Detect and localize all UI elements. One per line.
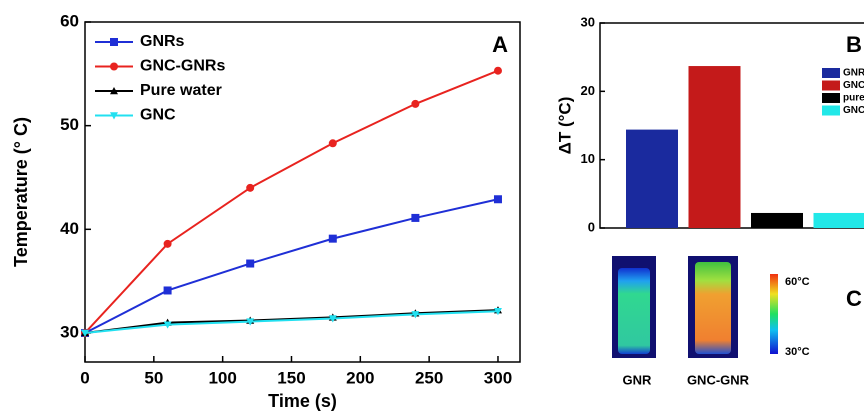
scale-label: 60°C — [785, 276, 810, 288]
y-tick-label: 10 — [581, 151, 595, 166]
marker — [493, 195, 502, 204]
y-tick-label: 60 — [60, 11, 79, 30]
y-axis-label: Temperature (° C) — [11, 117, 31, 267]
legend-label: GNCs — [843, 105, 864, 116]
legend-label: GNRs — [140, 33, 185, 50]
series-line — [84, 69, 499, 334]
thermal-image — [618, 268, 650, 354]
panel-letter: B — [846, 32, 862, 57]
marker — [163, 239, 172, 248]
marker — [110, 38, 118, 46]
marker — [246, 183, 255, 192]
series-line — [84, 310, 499, 334]
legend-label: pure water — [843, 93, 864, 104]
y-tick-label: 30 — [581, 14, 595, 29]
thermal-image — [695, 262, 731, 354]
image-label: GNR — [623, 372, 653, 387]
y-tick-label: 30 — [60, 322, 79, 341]
marker — [411, 99, 420, 108]
marker — [411, 213, 420, 222]
marker — [328, 139, 337, 148]
bar — [751, 212, 803, 228]
x-tick-label: 50 — [144, 368, 163, 387]
bar — [626, 129, 678, 228]
x-axis-label: Time (s) — [268, 391, 337, 411]
image-label: GNC-GNR — [687, 372, 750, 387]
marker — [328, 315, 337, 323]
marker — [110, 62, 118, 71]
y-axis-label: ΔT (°C) — [555, 97, 574, 155]
x-tick-label: 0 — [80, 368, 89, 387]
plot-frame — [84, 21, 521, 363]
y-tick-label: 0 — [588, 219, 595, 234]
x-tick-label: 300 — [484, 368, 512, 387]
series-line — [84, 309, 499, 334]
panel-letter: C — [846, 286, 862, 311]
legend-swatch — [822, 68, 840, 78]
y-tick-label: 50 — [60, 115, 79, 134]
legend-swatch — [822, 80, 840, 91]
legend-label: Pure water — [140, 82, 222, 99]
marker — [493, 308, 502, 316]
marker — [493, 66, 502, 75]
marker — [110, 112, 118, 120]
x-tick-label: 250 — [415, 368, 443, 387]
marker — [81, 329, 89, 337]
scale-label: 30°C — [785, 346, 810, 358]
marker — [163, 286, 172, 295]
marker — [246, 259, 255, 268]
marker — [328, 234, 337, 243]
y-tick-label: 40 — [60, 219, 79, 238]
bar — [813, 212, 864, 228]
legend-swatch — [822, 93, 840, 103]
legend-label: GNRs — [843, 68, 864, 79]
legend-label: GNC-GNRs — [843, 80, 864, 91]
x-tick-label: 150 — [277, 368, 305, 387]
series-line — [84, 198, 499, 334]
x-tick-label: 200 — [346, 368, 374, 387]
bar — [688, 66, 741, 228]
marker — [163, 321, 172, 329]
color-bar — [770, 274, 778, 354]
y-tick-label: 20 — [581, 83, 595, 98]
panel-letter: A — [492, 32, 508, 57]
marker — [411, 311, 420, 319]
marker — [246, 318, 255, 326]
marker — [110, 87, 118, 95]
legend-swatch — [822, 105, 840, 116]
x-tick-label: 100 — [208, 368, 236, 387]
legend-label: GNC — [140, 107, 176, 124]
legend-label: GNC-GNRs — [140, 58, 225, 75]
